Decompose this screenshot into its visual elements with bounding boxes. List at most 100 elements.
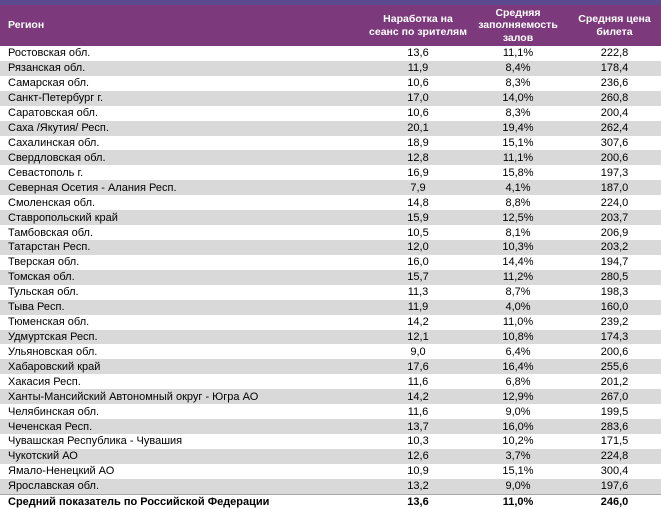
region-cell: Саратовская обл. <box>8 107 99 120</box>
value-cell: 14,4% <box>502 256 534 269</box>
value-cell: 280,5 <box>600 271 629 284</box>
region-cell: Ставропольский край <box>8 211 118 224</box>
region-cell: Санкт-Петербург г. <box>8 92 104 105</box>
value-cell: 239,2 <box>600 316 629 329</box>
region-cell: Челябинская обл. <box>8 405 100 418</box>
value-cell: 200,4 <box>600 107 629 120</box>
region-cell: Ульяновская обл. <box>8 345 98 358</box>
table-row: Челябинская обл. 11,6 9,0% 199,5 <box>0 404 661 420</box>
value-cell: 300,4 <box>600 465 629 478</box>
region-cell: Хакасия Респ. <box>8 375 81 388</box>
region-cell: Самарская обл. <box>8 77 90 90</box>
table-row: Тыва Респ. 11,9 4,0% 160,0 <box>0 299 661 315</box>
table-row: Удмуртская Респ. 12,1 10,8% 174,3 <box>0 329 661 345</box>
value-cell: 224,0 <box>600 196 629 209</box>
value-cell: 194,7 <box>600 256 629 269</box>
region-cell: Чукотский АО <box>8 450 78 463</box>
table-header-row: Регион Наработка на сеанс по зрителям Ср… <box>0 5 661 46</box>
value-cell: 199,5 <box>600 405 629 418</box>
region-cell: Тыва Респ. <box>8 301 65 314</box>
table-row: Чеченская Респ. 13,7 16,0% 283,6 <box>0 419 661 434</box>
table-row: Тверская обл. 16,0 14,4% 194,7 <box>0 254 661 270</box>
value-cell: 200,6 <box>600 345 629 358</box>
value-cell: 11,6 <box>407 405 429 418</box>
table-footer-row: Средний показатель по Российской Федерац… <box>0 493 661 509</box>
value-cell: 9,0% <box>505 405 531 418</box>
region-cell: Смоленская обл. <box>8 196 96 209</box>
value-cell: 12,9% <box>502 390 534 403</box>
value-cell: 10,3 <box>407 435 429 448</box>
region-cell: Ярославская обл. <box>8 480 100 493</box>
footer-region-cell: Средний показатель по Российской Федерац… <box>8 495 270 508</box>
table-row: Чукотский АО 12,6 3,7% 224,8 <box>0 448 661 464</box>
value-cell: 10,5 <box>407 226 429 239</box>
value-cell: 283,6 <box>600 420 629 433</box>
value-cell: 11,1% <box>502 47 534 60</box>
value-cell: 10,6 <box>407 77 429 90</box>
value-cell: 3,7% <box>505 450 531 463</box>
value-cell: 12,0 <box>407 241 429 254</box>
value-cell: 12,5% <box>502 211 534 224</box>
table-row: Тульская обл. 11,3 8,7% 198,3 <box>0 284 661 300</box>
value-cell: 203,2 <box>600 241 629 254</box>
table-row: Ставропольский край 15,9 12,5% 203,7 <box>0 210 661 226</box>
value-cell: 17,6 <box>407 360 429 373</box>
column-header-region: Регион <box>0 5 368 46</box>
value-cell: 15,8% <box>502 166 534 179</box>
value-cell: 14,8 <box>407 196 429 209</box>
value-cell: 15,7 <box>407 271 429 284</box>
value-cell: 8,3% <box>505 77 531 90</box>
table-row: Рязанская обл. 11,9 8,4% 178,4 <box>0 60 661 76</box>
value-cell: 7,9 <box>410 181 426 194</box>
table-row: Севастополь г. 16,9 15,8% 197,3 <box>0 165 661 181</box>
value-cell: 255,6 <box>600 360 629 373</box>
table-row: Саратовская обл. 10,6 8,3% 200,4 <box>0 105 661 121</box>
table-row: Татарстан Респ. 12,0 10,3% 203,2 <box>0 239 661 255</box>
value-cell: 9,0 <box>410 345 426 358</box>
value-cell: 20,1 <box>407 122 429 135</box>
table-row: Санкт-Петербург г. 17,0 14,0% 260,8 <box>0 90 661 106</box>
column-header-occupancy-label: Средняя заполняемость залов <box>478 6 558 44</box>
value-cell: 11,2% <box>502 271 534 284</box>
value-cell: 8,7% <box>505 286 531 299</box>
value-cell: 6,8% <box>505 375 531 388</box>
value-cell: 9,0% <box>505 480 531 493</box>
table-row: Ямало-Ненецкий АО 10,9 15,1% 300,4 <box>0 463 661 479</box>
region-cell: Удмуртская Респ. <box>8 330 98 343</box>
value-cell: 8,8% <box>505 196 531 209</box>
region-cell: Чеченская Респ. <box>8 420 93 433</box>
value-cell: 11,9 <box>407 301 429 314</box>
value-cell: 8,1% <box>505 226 531 239</box>
region-cell: Северная Осетия - Алания Респ. <box>8 181 177 194</box>
value-cell: 11,6 <box>407 375 429 388</box>
value-cell: 178,4 <box>600 62 629 75</box>
value-cell: 197,3 <box>600 166 629 179</box>
value-cell: 8,3% <box>505 107 531 120</box>
value-cell: 171,5 <box>600 435 629 448</box>
value-cell: 14,2 <box>407 316 429 329</box>
value-cell: 262,4 <box>600 122 629 135</box>
value-cell: 11,9 <box>407 62 429 75</box>
value-cell: 203,7 <box>600 211 629 224</box>
region-cell: Тульская обл. <box>8 286 79 299</box>
column-header-ticket-price-label: Средняя цена билета <box>578 13 651 38</box>
value-cell: 4,1% <box>505 181 531 194</box>
value-cell: 8,4% <box>505 62 531 75</box>
table-row: Чувашская Республика - Чувашия 10,3 10,2% 1… <box>0 433 661 449</box>
region-cell: Тюменская обл. <box>8 316 90 329</box>
value-cell: 187,0 <box>600 181 629 194</box>
table-row: Ульяновская обл. 9,0 6,4% 200,6 <box>0 344 661 360</box>
value-cell: 236,6 <box>600 77 629 90</box>
value-cell: 15,9 <box>407 211 429 224</box>
column-header-occupancy: Средняя заполняемость залов <box>468 5 568 46</box>
table-body: Ростовская обл. 13,6 11,1% 222,8 Рязанская о… <box>0 46 661 494</box>
table-row: Хабаровский край 17,6 16,4% 255,6 <box>0 359 661 375</box>
column-header-per-session: Наработка на сеанс по зрителям <box>368 5 468 46</box>
value-cell: 18,9 <box>407 136 429 149</box>
region-cell: Хабаровский край <box>8 360 101 373</box>
table-row: Ярославская обл. 13,2 9,0% 197,6 <box>0 478 661 494</box>
table-top-border <box>0 0 661 5</box>
value-cell: 10,3% <box>502 241 534 254</box>
value-cell: 10,9 <box>407 465 429 478</box>
region-cell: Ханты-Мансийский Автономный округ - Югра… <box>8 390 259 403</box>
